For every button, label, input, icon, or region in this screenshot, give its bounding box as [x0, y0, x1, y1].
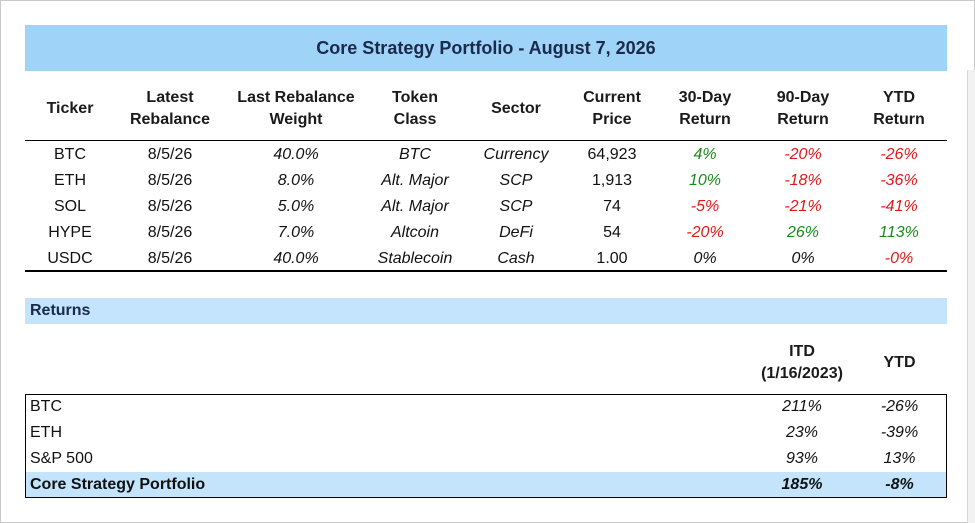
returns-row-name: ETH — [30, 424, 62, 441]
holding-price-cell: 1,913 — [591, 172, 633, 189]
header-itd: ITD (1/16/2023) — [761, 343, 843, 382]
holding-ytd-cell: 113% — [879, 224, 919, 241]
holding-r90-cell: 0% — [791, 250, 815, 267]
returns-row: ETH 23% -39% — [25, 420, 947, 446]
holding-price-cell: 1.00 — [596, 250, 628, 267]
header-30-day-return: 30-Day Return — [678, 89, 732, 128]
returns-row-name: Core Strategy Portfolio — [30, 476, 206, 493]
holding-sector-cell: Cash — [497, 250, 535, 267]
holding-rebalance-cell: 8/5/26 — [147, 198, 193, 215]
header-ticker: Ticker — [46, 100, 94, 117]
returns-row: S&P 500 93% 13% — [25, 446, 947, 472]
holding-r30-cell: 0% — [693, 250, 717, 267]
holding-price-cell: 64,923 — [587, 146, 637, 163]
header-returns-ytd: YTD — [883, 354, 916, 371]
header-current-price: Current Price — [583, 89, 641, 128]
holding-weight-cell: 8.0% — [277, 172, 315, 189]
holding-rebalance-cell: 8/5/26 — [147, 250, 193, 267]
holding-weight-cell: 5.0% — [277, 198, 315, 215]
returns-section-header: Returns — [25, 298, 947, 324]
table-bottom-rule — [25, 270, 947, 272]
returns-itd-value: 185% — [781, 476, 823, 493]
returns-ytd-value: -26% — [880, 398, 919, 415]
returns-row-name: S&P 500 — [30, 450, 93, 467]
returns-row-name: BTC — [30, 398, 62, 415]
holding-r90-cell: -18% — [784, 172, 822, 189]
holding-ticker-cell: USDC — [47, 250, 93, 267]
returns-ytd-value: -39% — [880, 424, 919, 441]
holding-ticker-cell: ETH — [54, 172, 86, 189]
holding-r30-cell: 4% — [693, 146, 717, 163]
holding-price-cell: 54 — [603, 224, 621, 241]
holding-ticker-cell: SOL — [53, 198, 86, 215]
holding-ytd-cell: -0% — [884, 250, 914, 267]
returns-itd-value: 23% — [785, 424, 819, 441]
page-title: Core Strategy Portfolio - August 7, 2026 — [25, 25, 947, 71]
returns-row-portfolio: Core Strategy Portfolio 185% -8% — [25, 472, 947, 498]
returns-row: BTC 211% -26% — [25, 394, 947, 420]
holding-token-class-cell: BTC — [399, 146, 431, 163]
holding-rebalance-cell: 8/5/26 — [147, 172, 193, 189]
header-token-class: Token Class — [392, 89, 438, 128]
header-divider — [25, 140, 947, 141]
holding-sector-cell: SCP — [499, 198, 533, 215]
holding-weight-cell: 40.0% — [273, 146, 319, 163]
holding-token-class-cell: Alt. Major — [381, 172, 449, 189]
holding-rebalance-cell: 8/5/26 — [147, 224, 193, 241]
header-ytd-return: YTD Return — [873, 89, 925, 128]
returns-itd-value: 93% — [785, 450, 819, 467]
holding-r30-cell: 10% — [688, 172, 722, 189]
holding-ytd-cell: -26% — [880, 146, 918, 163]
header-latest-rebalance: Latest Rebalance — [129, 89, 211, 128]
holding-ticker-cell: HYPE — [48, 224, 92, 241]
holding-ytd-cell: -41% — [880, 198, 918, 215]
holding-ytd-cell: -36% — [880, 172, 918, 189]
holding-ticker-cell: BTC — [54, 146, 86, 163]
holding-token-class-cell: Stablecoin — [377, 250, 453, 267]
returns-ytd-value: 13% — [883, 450, 916, 467]
holding-r30-cell: -5% — [690, 198, 720, 215]
header-sector: Sector — [491, 100, 541, 117]
header-last-rebalance-weight: Last Rebalance Weight — [237, 89, 355, 128]
holding-weight-cell: 40.0% — [273, 250, 319, 267]
holding-r90-cell: -20% — [784, 146, 822, 163]
returns-itd-value: 211% — [782, 398, 822, 415]
window-edge — [967, 70, 975, 523]
holding-r30-cell: -20% — [686, 224, 724, 241]
header-90-day-return: 90-Day Return — [776, 89, 830, 128]
holding-token-class-cell: Alt. Major — [381, 198, 449, 215]
holding-token-class-cell: Altcoin — [390, 224, 440, 241]
holding-r90-cell: -21% — [784, 198, 822, 215]
holding-rebalance-cell: 8/5/26 — [147, 146, 193, 163]
holding-sector-cell: Currency — [483, 146, 549, 163]
holding-weight-cell: 7.0% — [277, 224, 315, 241]
holding-sector-cell: SCP — [499, 172, 533, 189]
returns-table-border — [25, 394, 947, 498]
holding-price-cell: 74 — [603, 198, 621, 215]
returns-ytd-value: -8% — [885, 476, 914, 493]
holding-r90-cell: 26% — [786, 224, 820, 241]
holding-sector-cell: DeFi — [499, 224, 533, 241]
